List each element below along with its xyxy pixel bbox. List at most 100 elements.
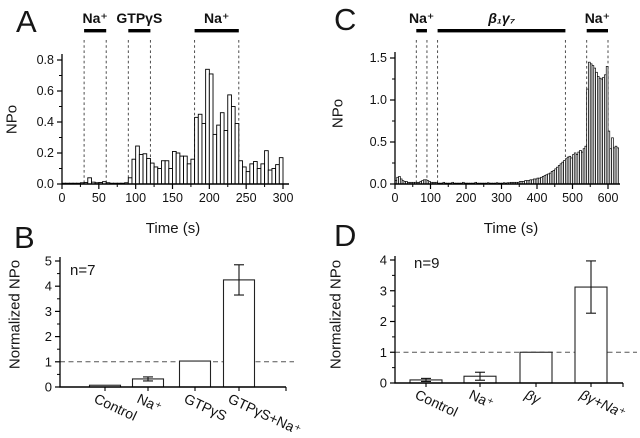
summary-bars bbox=[409, 286, 608, 384]
histogram-bar bbox=[127, 177, 133, 185]
treatment-bar bbox=[437, 29, 566, 33]
histogram-bar bbox=[183, 155, 188, 185]
x-tick-label: 0 bbox=[59, 191, 66, 205]
histogram-bar bbox=[135, 145, 140, 185]
y-tick-label: 0.0 bbox=[370, 177, 387, 191]
x-tick-label: 600 bbox=[598, 191, 619, 205]
histogram-bar bbox=[146, 157, 151, 185]
panel-B-y-axis-title: Normalized NPo bbox=[6, 259, 24, 370]
histogram-bar bbox=[142, 153, 148, 185]
y-tick-label: 0 bbox=[45, 380, 52, 395]
histogram-bar bbox=[131, 158, 137, 185]
histogram-bar bbox=[253, 161, 258, 185]
panel-D-plot: 0 1 2 3 4 Control Na⁺ βγ βγ+Na⁺ bbox=[380, 253, 637, 421]
x-tick-label: 250 bbox=[236, 191, 257, 205]
panel-letter-B: B bbox=[14, 220, 35, 255]
histogram-bars bbox=[394, 61, 619, 185]
x-tick-label: 200 bbox=[199, 191, 220, 205]
panel-C-y-axis-title: NPo bbox=[329, 98, 347, 129]
histogram-bar bbox=[212, 133, 218, 185]
histogram-bar bbox=[179, 155, 185, 185]
treatment-label: β₁γ₇ bbox=[487, 10, 515, 26]
histogram-bar bbox=[271, 168, 277, 185]
histogram-bar bbox=[267, 169, 273, 185]
y-tick-label: 1 bbox=[45, 354, 52, 369]
x-tick-label: 50 bbox=[92, 191, 106, 205]
histogram-bar bbox=[172, 150, 177, 185]
panel-D-y-axis-title: Normalized NPo bbox=[327, 259, 345, 370]
y-tick-label: 0 bbox=[380, 376, 387, 391]
treatment-bar bbox=[416, 29, 427, 33]
panel-C-plot: 0.0 0.5 1.0 1.5 0 100 200 300 400 500 600 Na⁺ β₁γ₇ Na… bbox=[370, 10, 620, 205]
y-tick-label: 0.2 bbox=[37, 146, 54, 160]
histogram-bar bbox=[230, 106, 236, 185]
histogram-bar bbox=[216, 124, 221, 185]
summary-bars bbox=[88, 279, 256, 388]
y-tick-label: 1.5 bbox=[370, 51, 387, 65]
histogram-bar bbox=[201, 123, 207, 185]
panel-A-plot: 0.0 0.2 0.4 0.6 0.8 0 50 100 150 200 250 300 Na⁺ GTPγ… bbox=[37, 10, 294, 205]
x-category-label: Control bbox=[92, 390, 140, 424]
histogram-bar bbox=[238, 160, 243, 185]
histogram-bar bbox=[194, 116, 199, 185]
x-tick-label: 300 bbox=[491, 191, 512, 205]
x-tick-label: 300 bbox=[273, 191, 294, 205]
treatment-label: GTPγS bbox=[116, 10, 162, 26]
y-tick-label: 2 bbox=[380, 314, 387, 329]
treatment-bar bbox=[84, 29, 107, 33]
x-tick-label: 0 bbox=[392, 191, 399, 205]
x-tick-label: 150 bbox=[162, 191, 183, 205]
histogram-bar bbox=[256, 168, 262, 185]
histogram-bar bbox=[190, 158, 196, 185]
histogram-bar bbox=[157, 168, 162, 185]
treatment-bar bbox=[128, 29, 151, 33]
y-tick-label: 1 bbox=[380, 345, 387, 360]
histogram-bar bbox=[275, 164, 280, 185]
summary-bar bbox=[222, 279, 256, 388]
x-tick-label: 500 bbox=[562, 191, 583, 205]
y-tick-label: 0.8 bbox=[37, 53, 54, 67]
histogram-bar bbox=[164, 160, 170, 185]
panel-letter-C: C bbox=[334, 2, 357, 37]
panel-C-x-axis-title: Time (s) bbox=[483, 220, 539, 237]
histogram-bars bbox=[61, 68, 284, 185]
histogram-bar bbox=[205, 68, 210, 185]
x-category-label: GTPγS+Na⁺ bbox=[226, 390, 304, 438]
histogram-bar bbox=[168, 168, 173, 185]
x-tick-label: 100 bbox=[125, 191, 146, 205]
summary-bar bbox=[519, 351, 553, 384]
treatment-label: Na⁺ bbox=[409, 10, 434, 26]
summary-bar bbox=[178, 360, 212, 388]
histogram-bar bbox=[249, 163, 254, 185]
x-category-label: Control bbox=[413, 386, 461, 420]
y-tick-label: 5 bbox=[45, 254, 52, 269]
panel-letter-D: D bbox=[334, 218, 357, 253]
x-category-label: GTPγS bbox=[182, 390, 230, 424]
y-tick-label: 3 bbox=[380, 283, 387, 298]
histogram-bar bbox=[234, 123, 240, 185]
x-category-label: βγ+Na⁺ bbox=[577, 386, 629, 421]
histogram-bar bbox=[242, 166, 247, 185]
y-tick-label: 4 bbox=[380, 253, 387, 268]
x-category-label: Na⁺ bbox=[467, 386, 497, 411]
treatment-bar bbox=[586, 29, 608, 33]
histogram-bar bbox=[197, 113, 203, 185]
y-tick-label: 0.5 bbox=[370, 135, 387, 149]
histogram-bar bbox=[153, 166, 159, 185]
panel-D-n-count: n=9 bbox=[414, 255, 440, 272]
y-tick-label: 2 bbox=[45, 329, 52, 344]
panel-B-n-count: n=7 bbox=[70, 262, 96, 279]
x-tick-label: 100 bbox=[420, 191, 441, 205]
x-tick-label: 400 bbox=[527, 191, 548, 205]
treatment-label: Na⁺ bbox=[585, 10, 610, 26]
histogram-bar bbox=[616, 147, 619, 185]
x-category-label: βγ bbox=[522, 386, 544, 408]
histogram-bar bbox=[260, 163, 266, 185]
y-tick-label: 0.0 bbox=[37, 177, 54, 191]
treatment-label: Na⁺ bbox=[204, 10, 229, 26]
histogram-bar bbox=[208, 73, 214, 185]
histogram-bar bbox=[245, 171, 251, 185]
histogram-bar bbox=[186, 163, 192, 185]
